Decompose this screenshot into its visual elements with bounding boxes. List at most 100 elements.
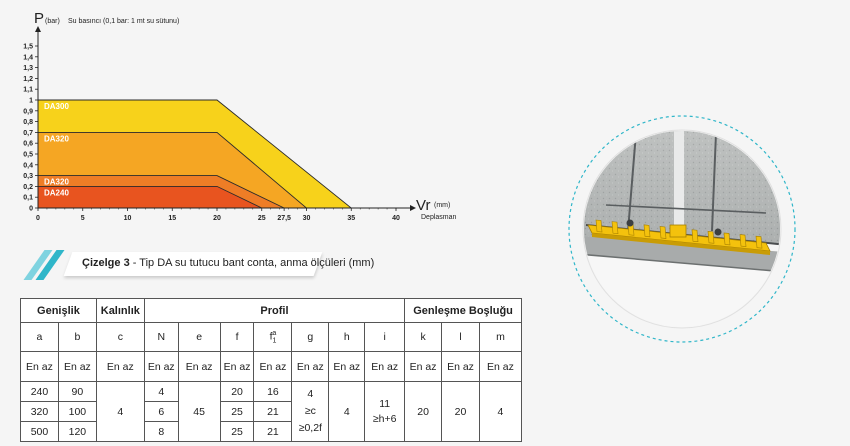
x-tick-label: 35: [347, 215, 355, 222]
chart-ticks: 0 0,1 0,2 0,3 0,4 0,5 0,6 0,7 0,8 0,9 1 1,1 1,2 1,3 1,…: [23, 44, 400, 223]
cell-a: 320: [20, 401, 59, 422]
profile-clamp: [626, 219, 634, 227]
cell-l: 20: [441, 381, 480, 442]
y-axis-symbol: P: [34, 10, 44, 27]
g-value-3: ≥0,2f: [298, 422, 322, 434]
y-axis-unit: (bar): [45, 18, 60, 25]
concrete-slab-top: [584, 235, 780, 273]
cell-f1: 21: [253, 401, 293, 422]
y-tick-label: 0,8: [23, 119, 33, 126]
col-a: a: [20, 322, 59, 352]
y-tick-label: 1,1: [23, 87, 33, 94]
profile-rib: [643, 224, 651, 238]
profile-rib: [691, 229, 699, 243]
cell-e: 45: [177, 381, 221, 442]
cell-b: 90: [57, 381, 97, 402]
col-l: l: [441, 322, 480, 352]
y-axis-description: Su basıncı (0,1 bar: 1 mt su sütunu): [68, 18, 179, 25]
g-value-1: 4: [307, 388, 314, 400]
cell-g: 4 ≥c ≥0,2f: [291, 381, 330, 442]
min-label: En az: [404, 351, 443, 382]
profile-rib: [707, 231, 715, 244]
y-tick-label: 0,9: [23, 108, 33, 115]
cell-f: 25: [219, 401, 255, 422]
x-tick-label: 10: [124, 215, 132, 222]
y-tick-label: 0,6: [23, 141, 33, 148]
cell-h: 4: [328, 381, 366, 442]
cell-n: 8: [143, 421, 179, 442]
dimensions-table: Genişlik Kalınlık Profil Genleşme Boşluğ…: [20, 298, 523, 442]
profile-rib: [611, 221, 619, 234]
cell-m: 4: [478, 381, 523, 442]
cell-b: 120: [57, 421, 97, 442]
x-tick-label: 27,5: [277, 215, 291, 222]
col-k: k: [404, 322, 443, 352]
x-axis-unit: (mm): [434, 202, 450, 209]
y-tick-label: 0,3: [23, 173, 33, 180]
cell-a: 500: [20, 421, 59, 442]
min-label: En az: [20, 351, 59, 382]
y-tick-label: 1,5: [23, 44, 33, 51]
min-label: En az: [364, 351, 406, 382]
min-label: En az: [291, 351, 330, 382]
y-tick-label: 0,5: [23, 152, 33, 159]
min-label: En az: [57, 351, 97, 382]
profile-center-bulb: [669, 224, 687, 238]
min-label: En az: [219, 351, 255, 382]
cell-f: 25: [219, 421, 255, 442]
y-tick-label: 1,2: [23, 76, 33, 83]
x-tick-label: 20: [213, 215, 221, 222]
x-axis-arrow: [410, 205, 416, 211]
group-header-row: Genişlik Kalınlık Profil Genleşme Boşluğ…: [20, 298, 522, 323]
profile-rib: [659, 226, 667, 239]
caption-label: Çizelge 3: [82, 257, 130, 269]
col-f: f: [219, 322, 255, 352]
series-label: DA320: [44, 134, 69, 143]
profile-rib: [739, 234, 747, 247]
group-expansion-gap: Genleşme Boşluğu: [404, 298, 522, 323]
y-tick-label: 0: [29, 206, 33, 213]
cell-k: 20: [404, 381, 443, 442]
x-tick-label: 30: [303, 215, 311, 222]
x-tick-label: 25: [258, 215, 266, 222]
x-tick-label: 5: [81, 215, 85, 222]
cell-c: 4: [95, 381, 145, 442]
minimum-label-row: En az En az En az En az En az En az En a…: [20, 351, 523, 382]
series-label: DA240: [44, 188, 69, 197]
x-tick-label: 40: [392, 215, 400, 222]
profile-rib: [723, 232, 731, 246]
group-width: Genişlik: [20, 298, 97, 323]
cell-f1: 16: [253, 381, 293, 402]
photo-ring: [568, 115, 796, 343]
waterstop-profile: [587, 219, 771, 255]
column-header-row: a b c N e f f1a g h i k l m: [20, 322, 523, 352]
series-label: DA320: [44, 178, 69, 187]
col-e: e: [177, 322, 221, 352]
profile-strip-edge: [592, 233, 770, 255]
joint-gap: [674, 131, 684, 239]
x-axis-description: Deplasman: [421, 214, 457, 221]
min-label: En az: [441, 351, 480, 382]
x-tick-label: 15: [168, 215, 176, 222]
series-label: DA300: [44, 102, 69, 111]
rebar: [711, 132, 717, 232]
x-axis-symbol: Vr: [416, 197, 430, 214]
table-row: 320 100 6 25 21: [20, 401, 522, 422]
table-row: 500 120 8 25 21: [20, 421, 522, 442]
profile-clamp: [714, 228, 722, 236]
col-c: c: [95, 322, 145, 352]
profile-rib: [755, 235, 763, 249]
cell-i: 11 ≥h+6: [364, 381, 406, 442]
min-label: En az: [177, 351, 221, 382]
min-label: En az: [143, 351, 179, 382]
caption-text: Çizelge 3 - Tip DA su tutucu bant conta,…: [82, 257, 374, 269]
y-tick-label: 0,1: [23, 195, 33, 202]
cell-f1: 21: [253, 421, 293, 442]
i-value-2: ≥h+6: [372, 412, 397, 425]
col-f1: f1a: [253, 322, 293, 352]
y-axis-arrow: [35, 26, 41, 32]
min-label: En az: [478, 351, 523, 382]
cell-a: 240: [20, 381, 59, 402]
col-b: b: [57, 322, 97, 352]
